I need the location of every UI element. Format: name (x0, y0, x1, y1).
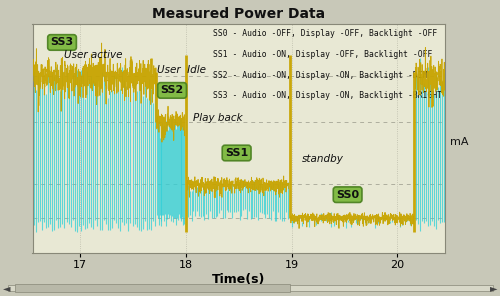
Text: SS0 - Audio -OFF, Display -OFF, Backlight -OFF: SS0 - Audio -OFF, Display -OFF, Backligh… (213, 29, 438, 38)
Text: SS1: SS1 (225, 148, 248, 158)
Text: SS3 - Audio -ON, Display -ON, Backlight -BRIGHT: SS3 - Audio -ON, Display -ON, Backlight … (213, 91, 442, 100)
Text: SS2: SS2 (160, 86, 184, 95)
Text: SS0: SS0 (336, 190, 359, 200)
Text: User  Idle: User Idle (158, 65, 206, 75)
Title: Measured Power Data: Measured Power Data (152, 7, 326, 21)
Text: ◄: ◄ (2, 283, 10, 293)
Text: mA: mA (450, 137, 468, 147)
X-axis label: Time(s): Time(s) (212, 273, 266, 286)
Text: SS2 - Audio -ON, Display -ON, Backlight -DIM: SS2 - Audio -ON, Display -ON, Backlight … (213, 71, 428, 80)
Bar (15, 284, 290, 292)
Text: User active: User active (64, 50, 122, 60)
Text: SS3: SS3 (50, 38, 74, 47)
Bar (8, 285, 492, 291)
Text: standby: standby (302, 154, 344, 164)
Text: Play back: Play back (194, 112, 243, 123)
Text: ►: ► (490, 283, 498, 293)
Text: SS1 - Audio -ON, Display -OFF, Backlight -OFF: SS1 - Audio -ON, Display -OFF, Backlight… (213, 50, 432, 59)
